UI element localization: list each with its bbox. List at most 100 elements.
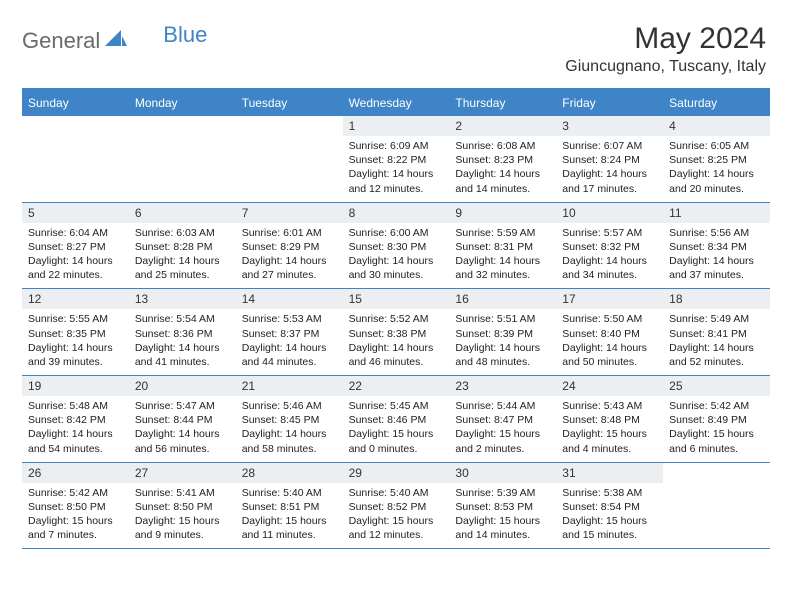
- day-cell: 6Sunrise: 6:03 AMSunset: 8:28 PMDaylight…: [129, 203, 236, 289]
- sunset-text: Sunset: 8:27 PM: [28, 240, 123, 254]
- sunset-text: Sunset: 8:24 PM: [562, 153, 657, 167]
- sunrise-text: Sunrise: 6:01 AM: [242, 226, 337, 240]
- sunrise-text: Sunrise: 5:45 AM: [349, 399, 444, 413]
- location-label: Giuncugnano, Tuscany, Italy: [565, 58, 766, 76]
- sunset-text: Sunset: 8:38 PM: [349, 327, 444, 341]
- sunset-text: Sunset: 8:44 PM: [135, 413, 230, 427]
- sunrise-text: Sunrise: 5:42 AM: [28, 486, 123, 500]
- day-number: 25: [663, 376, 770, 396]
- day-cell: 4Sunrise: 6:05 AMSunset: 8:25 PMDaylight…: [663, 116, 770, 202]
- weekday-header-row: SundayMondayTuesdayWednesdayThursdayFrid…: [22, 90, 770, 116]
- day-number: 19: [22, 376, 129, 396]
- day-cell: 15Sunrise: 5:52 AMSunset: 8:38 PMDayligh…: [343, 289, 450, 375]
- sunrise-text: Sunrise: 5:51 AM: [455, 312, 550, 326]
- day-cell: 1Sunrise: 6:09 AMSunset: 8:22 PMDaylight…: [343, 116, 450, 202]
- logo-text-blue: Blue: [163, 22, 207, 48]
- sunrise-text: Sunrise: 5:52 AM: [349, 312, 444, 326]
- title-block: May 2024 Giuncugnano, Tuscany, Italy: [565, 22, 766, 76]
- daylight-text: Daylight: 14 hours and 12 minutes.: [349, 167, 444, 195]
- day-number: 21: [236, 376, 343, 396]
- sunrise-text: Sunrise: 6:00 AM: [349, 226, 444, 240]
- sunset-text: Sunset: 8:48 PM: [562, 413, 657, 427]
- calendar-week: 12Sunrise: 5:55 AMSunset: 8:35 PMDayligh…: [22, 289, 770, 376]
- day-cell: 17Sunrise: 5:50 AMSunset: 8:40 PMDayligh…: [556, 289, 663, 375]
- sunset-text: Sunset: 8:51 PM: [242, 500, 337, 514]
- day-number: 8: [343, 203, 450, 223]
- sunrise-text: Sunrise: 6:08 AM: [455, 139, 550, 153]
- day-number: 1: [343, 116, 450, 136]
- sunset-text: Sunset: 8:40 PM: [562, 327, 657, 341]
- sunset-text: Sunset: 8:49 PM: [669, 413, 764, 427]
- day-number: 10: [556, 203, 663, 223]
- day-cell: 12Sunrise: 5:55 AMSunset: 8:35 PMDayligh…: [22, 289, 129, 375]
- day-details: Sunrise: 6:08 AMSunset: 8:23 PMDaylight:…: [449, 136, 556, 202]
- daylight-text: Daylight: 14 hours and 44 minutes.: [242, 341, 337, 369]
- calendar-week: 19Sunrise: 5:48 AMSunset: 8:42 PMDayligh…: [22, 376, 770, 463]
- day-cell: 25Sunrise: 5:42 AMSunset: 8:49 PMDayligh…: [663, 376, 770, 462]
- daylight-text: Daylight: 14 hours and 52 minutes.: [669, 341, 764, 369]
- day-details: Sunrise: 5:47 AMSunset: 8:44 PMDaylight:…: [129, 396, 236, 462]
- day-number: 12: [22, 289, 129, 309]
- day-number: 27: [129, 463, 236, 483]
- sunrise-text: Sunrise: 6:07 AM: [562, 139, 657, 153]
- day-details: Sunrise: 6:01 AMSunset: 8:29 PMDaylight:…: [236, 223, 343, 289]
- day-details: Sunrise: 5:51 AMSunset: 8:39 PMDaylight:…: [449, 309, 556, 375]
- day-number: 29: [343, 463, 450, 483]
- day-cell: 20Sunrise: 5:47 AMSunset: 8:44 PMDayligh…: [129, 376, 236, 462]
- sunset-text: Sunset: 8:23 PM: [455, 153, 550, 167]
- sunset-text: Sunset: 8:52 PM: [349, 500, 444, 514]
- daylight-text: Daylight: 14 hours and 48 minutes.: [455, 341, 550, 369]
- sunrise-text: Sunrise: 5:59 AM: [455, 226, 550, 240]
- sunrise-text: Sunrise: 5:54 AM: [135, 312, 230, 326]
- calendar-week: 1Sunrise: 6:09 AMSunset: 8:22 PMDaylight…: [22, 116, 770, 203]
- day-details: Sunrise: 6:05 AMSunset: 8:25 PMDaylight:…: [663, 136, 770, 202]
- sunset-text: Sunset: 8:50 PM: [28, 500, 123, 514]
- day-details: Sunrise: 6:07 AMSunset: 8:24 PMDaylight:…: [556, 136, 663, 202]
- sunset-text: Sunset: 8:32 PM: [562, 240, 657, 254]
- sunset-text: Sunset: 8:42 PM: [28, 413, 123, 427]
- day-details: Sunrise: 5:46 AMSunset: 8:45 PMDaylight:…: [236, 396, 343, 462]
- sunset-text: Sunset: 8:54 PM: [562, 500, 657, 514]
- day-number: 24: [556, 376, 663, 396]
- day-cell: 22Sunrise: 5:45 AMSunset: 8:46 PMDayligh…: [343, 376, 450, 462]
- daylight-text: Daylight: 14 hours and 22 minutes.: [28, 254, 123, 282]
- day-cell: [129, 116, 236, 202]
- day-details: Sunrise: 5:50 AMSunset: 8:40 PMDaylight:…: [556, 309, 663, 375]
- day-number: 15: [343, 289, 450, 309]
- day-number: 26: [22, 463, 129, 483]
- daylight-text: Daylight: 15 hours and 11 minutes.: [242, 514, 337, 542]
- day-number: 14: [236, 289, 343, 309]
- weekday-header: Sunday: [22, 90, 129, 116]
- day-number: 6: [129, 203, 236, 223]
- sunset-text: Sunset: 8:22 PM: [349, 153, 444, 167]
- daylight-text: Daylight: 14 hours and 14 minutes.: [455, 167, 550, 195]
- day-cell: 19Sunrise: 5:48 AMSunset: 8:42 PMDayligh…: [22, 376, 129, 462]
- daylight-text: Daylight: 14 hours and 41 minutes.: [135, 341, 230, 369]
- sunset-text: Sunset: 8:39 PM: [455, 327, 550, 341]
- day-number: 17: [556, 289, 663, 309]
- day-cell: 21Sunrise: 5:46 AMSunset: 8:45 PMDayligh…: [236, 376, 343, 462]
- daylight-text: Daylight: 14 hours and 32 minutes.: [455, 254, 550, 282]
- day-details: Sunrise: 5:43 AMSunset: 8:48 PMDaylight:…: [556, 396, 663, 462]
- day-details: Sunrise: 5:57 AMSunset: 8:32 PMDaylight:…: [556, 223, 663, 289]
- sunrise-text: Sunrise: 6:03 AM: [135, 226, 230, 240]
- logo-sail-icon: [105, 30, 127, 53]
- daylight-text: Daylight: 14 hours and 50 minutes.: [562, 341, 657, 369]
- sunrise-text: Sunrise: 5:57 AM: [562, 226, 657, 240]
- daylight-text: Daylight: 15 hours and 9 minutes.: [135, 514, 230, 542]
- day-number: 3: [556, 116, 663, 136]
- day-cell: [663, 463, 770, 549]
- day-details: Sunrise: 5:56 AMSunset: 8:34 PMDaylight:…: [663, 223, 770, 289]
- sunset-text: Sunset: 8:46 PM: [349, 413, 444, 427]
- day-number: 30: [449, 463, 556, 483]
- daylight-text: Daylight: 15 hours and 7 minutes.: [28, 514, 123, 542]
- sunset-text: Sunset: 8:35 PM: [28, 327, 123, 341]
- day-cell: 18Sunrise: 5:49 AMSunset: 8:41 PMDayligh…: [663, 289, 770, 375]
- daylight-text: Daylight: 15 hours and 0 minutes.: [349, 427, 444, 455]
- day-cell: 27Sunrise: 5:41 AMSunset: 8:50 PMDayligh…: [129, 463, 236, 549]
- sunset-text: Sunset: 8:37 PM: [242, 327, 337, 341]
- sunrise-text: Sunrise: 5:49 AM: [669, 312, 764, 326]
- day-cell: 5Sunrise: 6:04 AMSunset: 8:27 PMDaylight…: [22, 203, 129, 289]
- daylight-text: Daylight: 14 hours and 20 minutes.: [669, 167, 764, 195]
- sunrise-text: Sunrise: 5:41 AM: [135, 486, 230, 500]
